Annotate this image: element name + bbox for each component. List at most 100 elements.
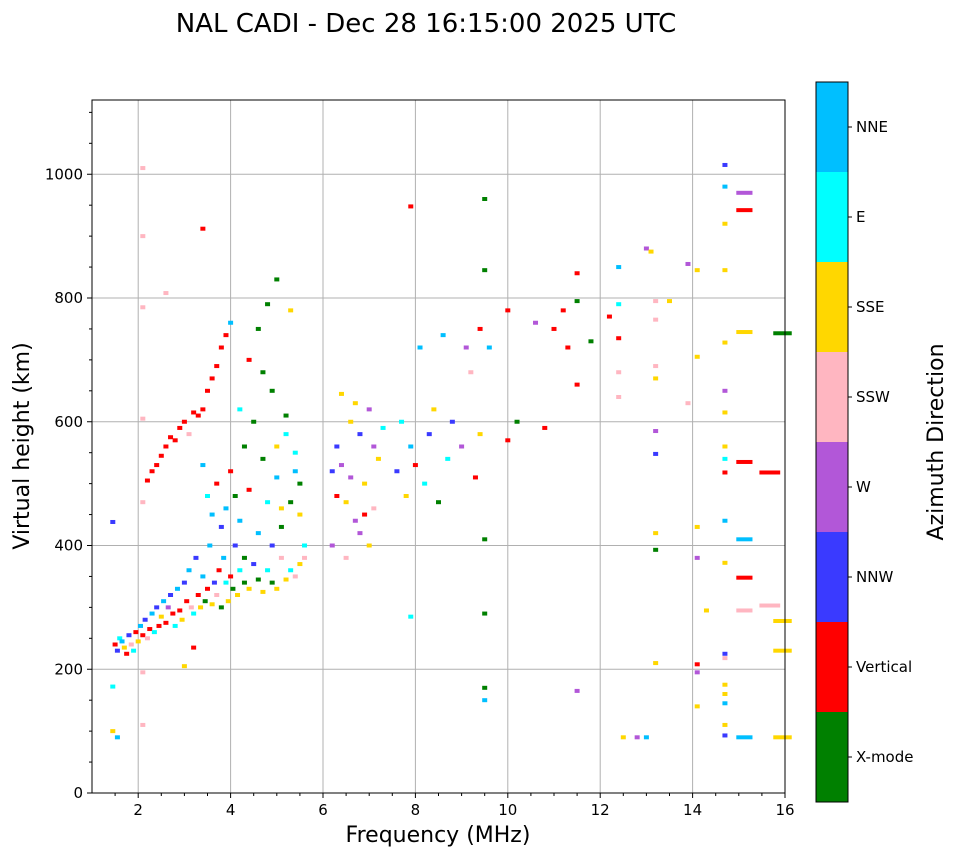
- data-point-sse: [121, 645, 127, 650]
- x-axis-ticks: 2 4 6 8 10 12 14 16: [114, 793, 795, 819]
- data-point-sse: [722, 722, 728, 727]
- data-point-x-mode: [202, 599, 208, 604]
- colorbar-tick-label: Vertical: [856, 658, 912, 676]
- colorbar-swatch: [816, 712, 848, 802]
- data-point-ssw: [128, 642, 134, 647]
- data-point-vertical: [574, 382, 580, 387]
- data-point-sse: [773, 618, 792, 623]
- data-point-nne: [174, 586, 180, 591]
- data-point-x-mode: [482, 611, 488, 616]
- data-point-ssw: [144, 636, 150, 641]
- data-point-vertical: [147, 627, 153, 632]
- colorbar-tick-label: NNW: [856, 568, 893, 586]
- data-point-nne: [149, 611, 155, 616]
- data-point-nne: [417, 345, 423, 350]
- data-point-vertical: [722, 470, 728, 475]
- data-point-w: [653, 429, 659, 434]
- x-axis-label: Frequency (MHz): [346, 823, 531, 848]
- data-point-ssw: [140, 670, 146, 675]
- data-point-nnw: [232, 543, 238, 548]
- data-point-w: [357, 531, 363, 536]
- data-point-vertical: [177, 608, 183, 613]
- data-point-ssw: [371, 506, 377, 511]
- data-point-x-mode: [773, 331, 792, 336]
- data-point-vertical: [184, 599, 190, 604]
- data-point-w: [352, 518, 358, 523]
- data-point-vertical: [133, 630, 139, 635]
- data-point-x-mode: [269, 580, 275, 585]
- data-point-sse: [362, 481, 368, 486]
- data-point-e: [422, 481, 428, 486]
- data-point-sse: [352, 401, 358, 406]
- data-point-vertical: [140, 633, 146, 638]
- data-point-nnw: [653, 451, 659, 456]
- data-point-vertical: [223, 333, 229, 338]
- data-point-vertical: [542, 425, 548, 430]
- data-point-e: [117, 636, 123, 641]
- data-point-ssw: [736, 608, 753, 613]
- data-point-vertical: [170, 611, 176, 616]
- data-point-nne: [616, 265, 622, 270]
- data-point-e: [288, 568, 294, 573]
- data-point-sse: [431, 407, 437, 412]
- data-point-nnw: [154, 605, 160, 610]
- data-point-nnw: [142, 617, 148, 622]
- data-point-vertical: [214, 364, 220, 369]
- data-point-nnw: [251, 562, 257, 567]
- data-point-x-mode: [482, 197, 488, 201]
- data-point-vertical: [606, 314, 612, 319]
- data-point-vertical: [195, 413, 201, 418]
- data-point-nnw: [181, 580, 187, 585]
- x-tick-label: 14: [683, 801, 702, 819]
- data-point-w: [694, 670, 700, 675]
- data-point-sse: [722, 444, 728, 449]
- colorbar-frame: [815, 81, 849, 803]
- data-point-e: [223, 580, 229, 585]
- data-point-x-mode: [260, 456, 266, 461]
- data-point-vertical: [565, 345, 571, 350]
- data-point-x-mode: [274, 277, 280, 282]
- data-point-ssw: [163, 291, 169, 296]
- data-point-e: [237, 407, 243, 412]
- data-point-sse: [246, 586, 252, 591]
- data-point-nnw: [334, 444, 340, 449]
- y-tick-label: 1000: [45, 165, 83, 183]
- data-point-nnw: [426, 432, 432, 437]
- data-point-vertical: [505, 308, 511, 313]
- data-point-nnw: [722, 162, 728, 167]
- data-point-e: [205, 494, 210, 498]
- data-point-nne: [440, 333, 446, 338]
- colorbar-swatch: [816, 172, 848, 262]
- x-tick-label: 6: [318, 801, 328, 819]
- data-point-nnw: [114, 648, 120, 653]
- colorbar-swatch: [816, 262, 848, 352]
- data-point-vertical: [694, 662, 700, 667]
- data-point-nne: [200, 463, 206, 468]
- data-point-sse: [179, 617, 185, 622]
- colorbar-tick-label: X-mode: [856, 748, 913, 766]
- data-point-nnw: [394, 469, 400, 474]
- data-point-sse: [297, 512, 303, 517]
- data-point-ssw: [468, 370, 474, 375]
- data-point-ssw: [140, 500, 146, 505]
- data-point-ssw: [616, 370, 622, 375]
- data-point-vertical: [124, 651, 130, 656]
- data-point-ssw: [140, 416, 146, 421]
- x-tick-label: 10: [498, 801, 517, 819]
- data-point-vertical: [216, 568, 222, 573]
- data-point-e: [283, 432, 289, 437]
- data-point-sse: [235, 593, 241, 597]
- data-point-w: [574, 688, 580, 693]
- data-point-sse: [703, 608, 709, 613]
- data-point-sse: [722, 410, 728, 415]
- data-point-vertical: [200, 407, 206, 412]
- data-point-e: [172, 623, 178, 628]
- data-point-nnw: [193, 555, 199, 560]
- data-point-vertical: [205, 586, 210, 591]
- data-point-w: [366, 407, 372, 412]
- data-point-nne: [482, 698, 488, 703]
- y-axis-ticks: 0 200 400 600 800 1000: [45, 111, 92, 802]
- data-point-ssw: [616, 395, 622, 399]
- data-point-sse: [297, 562, 303, 567]
- data-point-w: [165, 605, 171, 610]
